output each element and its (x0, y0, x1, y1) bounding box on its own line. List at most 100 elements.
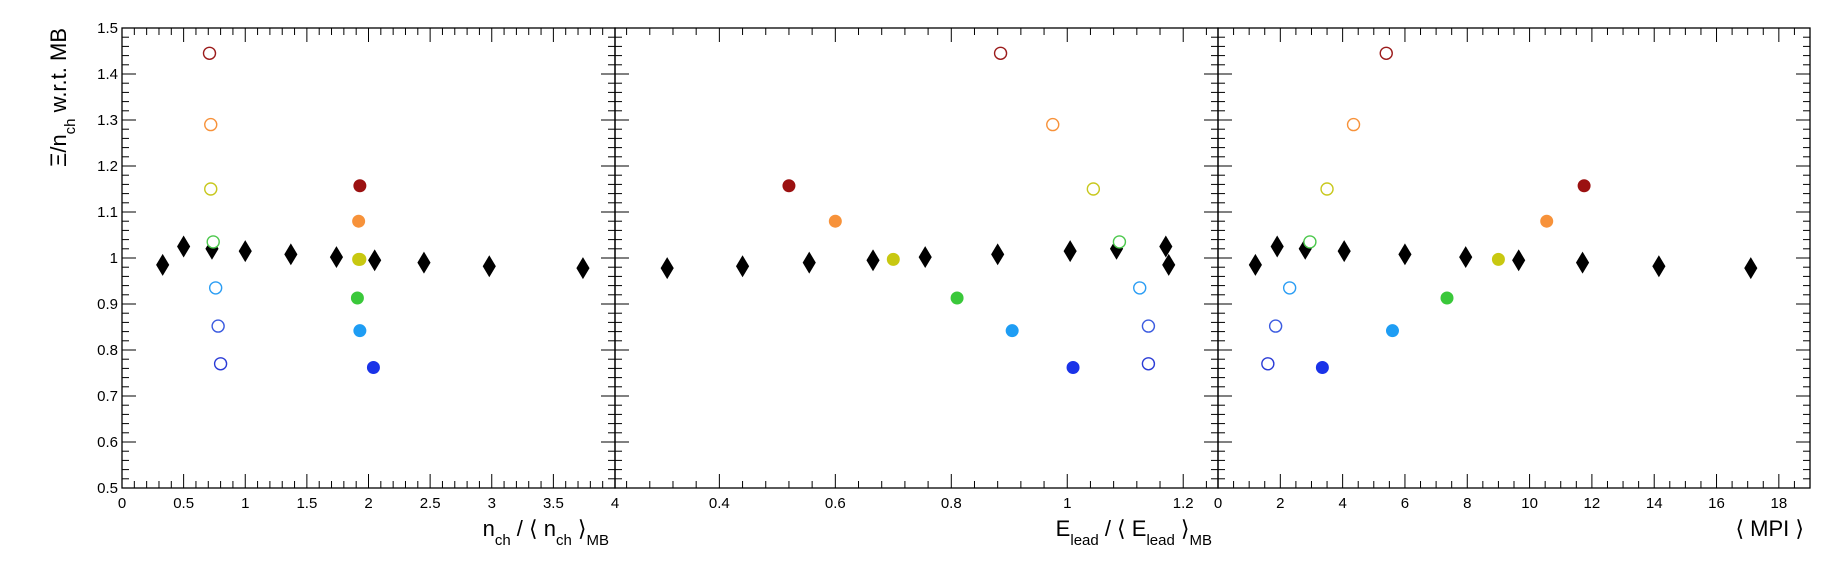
x-tick-label: 12 (1584, 495, 1601, 512)
x-tick-label: 0.8 (941, 495, 962, 512)
panel-left: 0.50.60.70.80.911.11.21.31.41.50 0.5 1 1.5 2… (46, 20, 619, 549)
diamond-point (1162, 253, 1176, 276)
open-circle-point (993, 46, 1008, 60)
y-tick-label: 1.4 (97, 66, 118, 83)
filled-circle-point (1066, 360, 1080, 374)
y-tick-label: 1.3 (97, 112, 118, 129)
filled-circle-point (366, 360, 380, 374)
y-tick-label: 1 (110, 250, 118, 267)
diamond-point (1063, 240, 1077, 263)
x-tick-label: 0.4 (709, 495, 730, 512)
diamond-point (1398, 243, 1412, 266)
open-circle-point (211, 319, 225, 333)
diamond-point (866, 249, 880, 272)
diamond-point (1575, 251, 1590, 274)
open-circle-point (1261, 357, 1275, 371)
x-tick-label: 0.5 (173, 495, 194, 512)
diamond-point (918, 246, 932, 269)
diamond-point (660, 257, 674, 280)
diamond-point (368, 249, 382, 272)
filled-circle-point (1577, 179, 1591, 193)
diamond-point (1744, 257, 1758, 280)
diamond-point (1159, 235, 1173, 258)
diamond-point (991, 243, 1005, 266)
x-tick-label: 14 (1646, 495, 1663, 512)
open-circle-point (1303, 235, 1317, 249)
y-tick-label: 0.6 (97, 434, 118, 451)
open-circle-point (1046, 117, 1060, 132)
x-tick-label: 3.5 (543, 495, 564, 512)
open-circle-point (1282, 281, 1297, 295)
open-circle-point (204, 182, 218, 196)
x-tick-label: 1.2 (1173, 495, 1194, 512)
diamond-point (1459, 246, 1473, 269)
diamond-point (1512, 249, 1526, 272)
x-tick-label: 0 (1214, 495, 1222, 512)
x-tick-label: 10 (1521, 495, 1538, 512)
diamond-point (576, 257, 590, 280)
diamond-point (177, 235, 191, 258)
filled-circle-point (828, 214, 842, 228)
open-circle-point (1320, 182, 1334, 196)
filled-circle-point (353, 324, 367, 338)
open-circle-point (1268, 319, 1283, 333)
diamond-point (482, 255, 496, 278)
diamond-point (1270, 235, 1284, 258)
open-circle-point (1112, 235, 1127, 249)
x-axis-title: nch / ⟨ nch ⟩MB (483, 516, 609, 549)
filled-circle-point (353, 179, 367, 193)
filled-circle-point (782, 179, 796, 193)
x-tick-label: 2 (364, 495, 372, 512)
x-tick-label: 2.5 (420, 495, 441, 512)
diamond-point (238, 240, 252, 263)
diamond-point (1652, 255, 1666, 278)
filled-circle-point (352, 214, 366, 228)
open-circle-point (1346, 117, 1361, 132)
open-circle-point (204, 117, 218, 132)
open-circle-point (1141, 319, 1156, 333)
x-axis-title: ⟨ MPI ⟩ (1735, 516, 1804, 541)
open-circle-point (208, 281, 223, 295)
y-tick-label: 1.5 (97, 20, 118, 37)
x-tick-label: 3 (488, 495, 496, 512)
open-circle-point (202, 46, 217, 60)
x-tick-label: 18 (1770, 495, 1787, 512)
panel-right: 0 2 4 6 8 10 12 14 16 18 ⟨ MPI ⟩ (1214, 27, 1811, 541)
diamond-point (735, 255, 750, 278)
open-circle-point (206, 235, 220, 249)
x-axis-title: Elead / ⟨ Elead ⟩MB (1056, 516, 1212, 549)
filled-circle-point (1440, 291, 1454, 305)
panel-middle: 0.4 0.6 0.8 1 1.2 Elead / ⟨ Elead ⟩MB (614, 27, 1219, 549)
x-tick-label: 8 (1463, 495, 1471, 512)
filled-circle-point (1540, 214, 1554, 228)
x-tick-label: 16 (1708, 495, 1725, 512)
open-circle-point (1133, 281, 1147, 295)
open-circle-point (1379, 46, 1393, 60)
filled-circle-point (350, 291, 364, 305)
y-tick-label: 1.1 (97, 204, 118, 221)
filled-circle-point (1005, 324, 1019, 338)
diamond-point (802, 251, 816, 274)
filled-circle-point (353, 252, 367, 266)
x-tick-label: 4 (611, 495, 619, 512)
diamond-point (329, 246, 344, 269)
x-tick-label: 0 (118, 495, 126, 512)
plot-frame (121, 27, 616, 489)
open-circle-point (1086, 182, 1101, 196)
filled-circle-point (1315, 360, 1329, 374)
x-tick-label: 1 (241, 495, 249, 512)
plot-frame (614, 27, 1219, 489)
filled-circle-point (1491, 252, 1505, 266)
x-tick-label: 4 (1338, 495, 1346, 512)
x-tick-label: 0.6 (825, 495, 846, 512)
filled-circle-point (886, 252, 900, 266)
diamond-point (284, 243, 298, 266)
x-tick-label: 2 (1276, 495, 1284, 512)
filled-circle-point (950, 291, 964, 305)
y-tick-label: 0.5 (97, 480, 118, 497)
x-tick-label: 1.5 (296, 495, 317, 512)
diamond-point (417, 251, 431, 274)
diamond-point (156, 253, 170, 276)
open-circle-point (213, 357, 228, 371)
